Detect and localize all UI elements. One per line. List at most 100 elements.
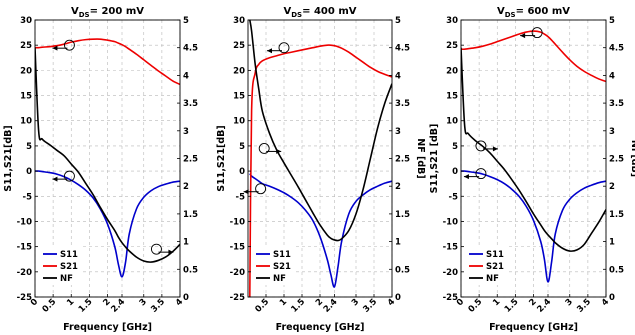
y-tick-label: -10: [443, 217, 458, 227]
x-tick-label: 3.5: [361, 297, 379, 315]
y-tick-label: -25: [230, 293, 245, 303]
title-subscript: DS: [79, 11, 90, 19]
y2-tick-label: 3.5: [395, 99, 410, 109]
y-tick-label: 0: [239, 167, 245, 177]
y-axis-label: S11,S21[dB]: [3, 125, 14, 191]
title-subscript: DS: [291, 11, 302, 19]
chart-panel-2: -25-20-15-10-505101520253000.511.522.533…: [216, 6, 426, 333]
title-main: V: [497, 6, 505, 17]
y2-tick-label: 5: [395, 16, 401, 26]
y2-tick-label: 4: [395, 71, 401, 81]
y-tick-label: -5: [449, 192, 459, 202]
title-main: V: [284, 6, 292, 17]
chart-panel-1: -25-20-15-10-505101520253000.511.522.533…: [3, 6, 198, 333]
x-tick-label: 3.5: [149, 297, 167, 315]
legend-label-nf: NF: [273, 274, 286, 284]
annotation-arrow-head: [276, 148, 282, 154]
legend-label-s11: S11: [60, 250, 78, 260]
y2-tick-label: 5: [183, 16, 189, 26]
y2-tick-label: 0: [609, 293, 615, 303]
y2-tick-label: 0.5: [183, 265, 198, 275]
x-tick-label: 1.5: [289, 297, 307, 315]
legend-label-s21: S21: [60, 262, 78, 272]
y-tick-label: 0: [26, 167, 32, 177]
x-tick-label: 3.5: [575, 297, 593, 315]
y-tick-label: 10: [446, 117, 458, 127]
y2-tick-label: 2: [609, 182, 615, 192]
annotation-circle: [258, 142, 270, 154]
series-line-s21: [461, 30, 606, 83]
y2-tick-label: 1: [183, 238, 189, 248]
y2-tick-label: 0.5: [609, 265, 624, 275]
y-tick-label: 20: [20, 66, 32, 76]
annotation-circle: [63, 39, 75, 51]
legend-label-nf: NF: [486, 274, 499, 284]
x-tick-label: 3: [138, 297, 149, 308]
x-tick-label: 1: [491, 297, 502, 308]
series-line-s11: [461, 170, 606, 283]
annotation-circle: [150, 243, 162, 255]
x-axis-label: Frequency [GHz]: [276, 322, 365, 333]
y2-tick-label: 2.5: [395, 155, 410, 165]
title-subscript: DS: [505, 11, 516, 19]
y-tick-label: 15: [20, 92, 32, 102]
y-tick-label: 25: [233, 41, 245, 51]
annotation-circle: [531, 27, 543, 39]
x-tick-label: 4: [386, 297, 397, 308]
x-tick-label: 1: [65, 297, 76, 308]
y2-tick-label: 3: [609, 127, 615, 137]
y-tick-label: -25: [443, 293, 458, 303]
annotation-arrow-head: [243, 189, 249, 195]
y2-tick-label: 4: [609, 71, 615, 81]
x-tick-label: 1.5: [503, 297, 521, 315]
x-tick-label: 4: [174, 297, 185, 308]
x-tick-label: 1: [278, 297, 289, 308]
x-tick-label: 2: [314, 297, 325, 308]
chart-title: VDS= 400 mV: [284, 6, 357, 19]
series-line-s11: [35, 170, 180, 278]
y2-tick-label: 3: [395, 127, 401, 137]
y-tick-label: 30: [20, 16, 32, 26]
legend-label-s11: S11: [486, 250, 504, 260]
y2-tick-label: 1: [609, 238, 615, 248]
y-tick-label: 10: [233, 117, 245, 127]
y-tick-label: 5: [452, 142, 458, 152]
annotation-circle: [278, 42, 290, 54]
x-tick-label: 1.5: [77, 297, 95, 315]
y-tick-label: -15: [230, 243, 245, 253]
y2-tick-label: 0.5: [395, 265, 410, 275]
y2-tick-label: 4.5: [609, 44, 624, 54]
y-tick-label: -5: [236, 192, 246, 202]
series-group: [461, 30, 606, 283]
title-tail: = 200 mV: [90, 6, 145, 17]
series-line-nf: [35, 47, 180, 263]
y-tick-label: 5: [239, 142, 245, 152]
y2-axis-label: NF [dB]: [415, 138, 426, 178]
x-tick-label: 2: [101, 297, 112, 308]
title-tail: = 400 mV: [302, 6, 357, 17]
y-tick-label: -10: [17, 217, 32, 227]
chart-title: VDS= 600 mV: [497, 6, 570, 19]
series-line-s21: [35, 38, 180, 86]
y-tick-label: -10: [230, 217, 245, 227]
annotation-circle: [63, 170, 75, 182]
y-tick-label: -15: [443, 243, 458, 253]
title-tail: = 600 mV: [516, 6, 571, 17]
annotation-arrow-head: [463, 174, 469, 180]
annotation-circle: [475, 140, 487, 152]
y2-tick-label: 1: [395, 238, 401, 248]
y-tick-label: 20: [446, 66, 458, 76]
y-tick-label: -20: [230, 268, 245, 278]
x-tick-label: 3: [564, 297, 575, 308]
y-tick-label: 20: [233, 66, 245, 76]
series-line-nf: [249, 20, 392, 242]
y2-tick-label: 2: [183, 182, 189, 192]
y2-tick-label: 4.5: [183, 44, 198, 54]
x-tick-label: 0.5: [41, 297, 59, 315]
y-tick-label: 15: [233, 92, 245, 102]
x-tick-label: 0.5: [253, 297, 271, 315]
x-tick-label: 2: [527, 297, 538, 308]
y2-tick-label: 1.5: [395, 210, 410, 220]
annotation-arrow-head: [267, 48, 272, 54]
